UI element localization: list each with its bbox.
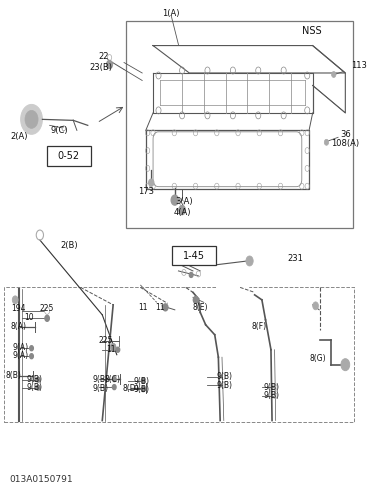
Text: 8(A): 8(A) xyxy=(11,322,27,332)
Circle shape xyxy=(141,378,145,383)
Circle shape xyxy=(116,347,120,352)
Text: 11: 11 xyxy=(106,345,115,354)
Circle shape xyxy=(194,296,198,304)
Circle shape xyxy=(12,296,18,304)
Circle shape xyxy=(179,206,185,214)
Text: 9(B): 9(B) xyxy=(26,383,42,392)
Circle shape xyxy=(141,386,145,392)
Text: 1(A): 1(A) xyxy=(162,8,180,18)
Circle shape xyxy=(45,316,49,322)
Text: 8(E): 8(E) xyxy=(193,303,208,312)
Text: 23(B): 23(B) xyxy=(90,63,112,72)
Text: 9(B): 9(B) xyxy=(92,384,108,393)
Text: 9(B): 9(B) xyxy=(217,381,233,390)
Circle shape xyxy=(36,385,40,390)
Bar xyxy=(4,288,354,422)
Text: 8(B): 8(B) xyxy=(5,371,21,380)
Text: 225: 225 xyxy=(40,304,54,314)
Circle shape xyxy=(107,60,112,68)
Text: 8(C): 8(C) xyxy=(104,375,120,384)
Circle shape xyxy=(332,72,336,78)
Circle shape xyxy=(313,302,319,310)
Text: 9(B): 9(B) xyxy=(133,385,149,394)
Text: 194: 194 xyxy=(11,304,26,314)
Circle shape xyxy=(171,195,178,205)
Text: 0-52: 0-52 xyxy=(58,151,80,161)
Text: 8(G): 8(G) xyxy=(310,354,326,363)
Circle shape xyxy=(324,140,329,145)
Text: 10: 10 xyxy=(24,314,34,322)
Text: 9(B): 9(B) xyxy=(92,375,108,384)
Circle shape xyxy=(36,377,40,382)
Text: 173: 173 xyxy=(138,186,155,196)
Text: 9(B): 9(B) xyxy=(26,375,42,384)
Text: 8(F): 8(F) xyxy=(251,322,266,332)
Text: 36: 36 xyxy=(340,130,351,139)
Text: 11: 11 xyxy=(155,303,164,312)
FancyBboxPatch shape xyxy=(47,146,91,166)
Circle shape xyxy=(25,110,38,128)
Text: 9(B): 9(B) xyxy=(217,372,233,381)
Text: 3(A): 3(A) xyxy=(175,196,192,205)
Circle shape xyxy=(189,272,193,278)
Text: 113: 113 xyxy=(351,61,367,70)
Text: 225: 225 xyxy=(99,336,113,345)
Text: 4(A): 4(A) xyxy=(174,208,192,216)
Text: 22: 22 xyxy=(98,52,108,61)
Circle shape xyxy=(30,354,33,358)
Text: 9(B): 9(B) xyxy=(133,376,149,386)
Text: 9(B): 9(B) xyxy=(263,391,279,400)
Circle shape xyxy=(246,256,253,266)
Text: 231: 231 xyxy=(287,254,303,264)
Circle shape xyxy=(112,376,116,382)
Text: 9(C): 9(C) xyxy=(51,126,68,135)
Text: 9(B): 9(B) xyxy=(263,382,279,392)
Text: 108(A): 108(A) xyxy=(331,139,359,148)
Circle shape xyxy=(110,343,116,351)
Text: 1-45: 1-45 xyxy=(183,250,205,260)
Text: NSS: NSS xyxy=(302,26,322,36)
Circle shape xyxy=(163,304,168,311)
Circle shape xyxy=(341,358,350,370)
Text: 8(D): 8(D) xyxy=(122,384,139,393)
Circle shape xyxy=(112,384,116,390)
Text: 11: 11 xyxy=(138,303,148,312)
Circle shape xyxy=(149,179,154,186)
Text: 013A0150791: 013A0150791 xyxy=(10,476,73,484)
Circle shape xyxy=(30,346,33,350)
FancyBboxPatch shape xyxy=(172,246,216,266)
Circle shape xyxy=(21,104,43,134)
Bar xyxy=(126,20,353,228)
Text: 9(A): 9(A) xyxy=(13,351,29,360)
Text: 2(B): 2(B) xyxy=(61,240,78,250)
Text: 2(A): 2(A) xyxy=(11,132,28,141)
Text: 9(A): 9(A) xyxy=(13,343,29,352)
